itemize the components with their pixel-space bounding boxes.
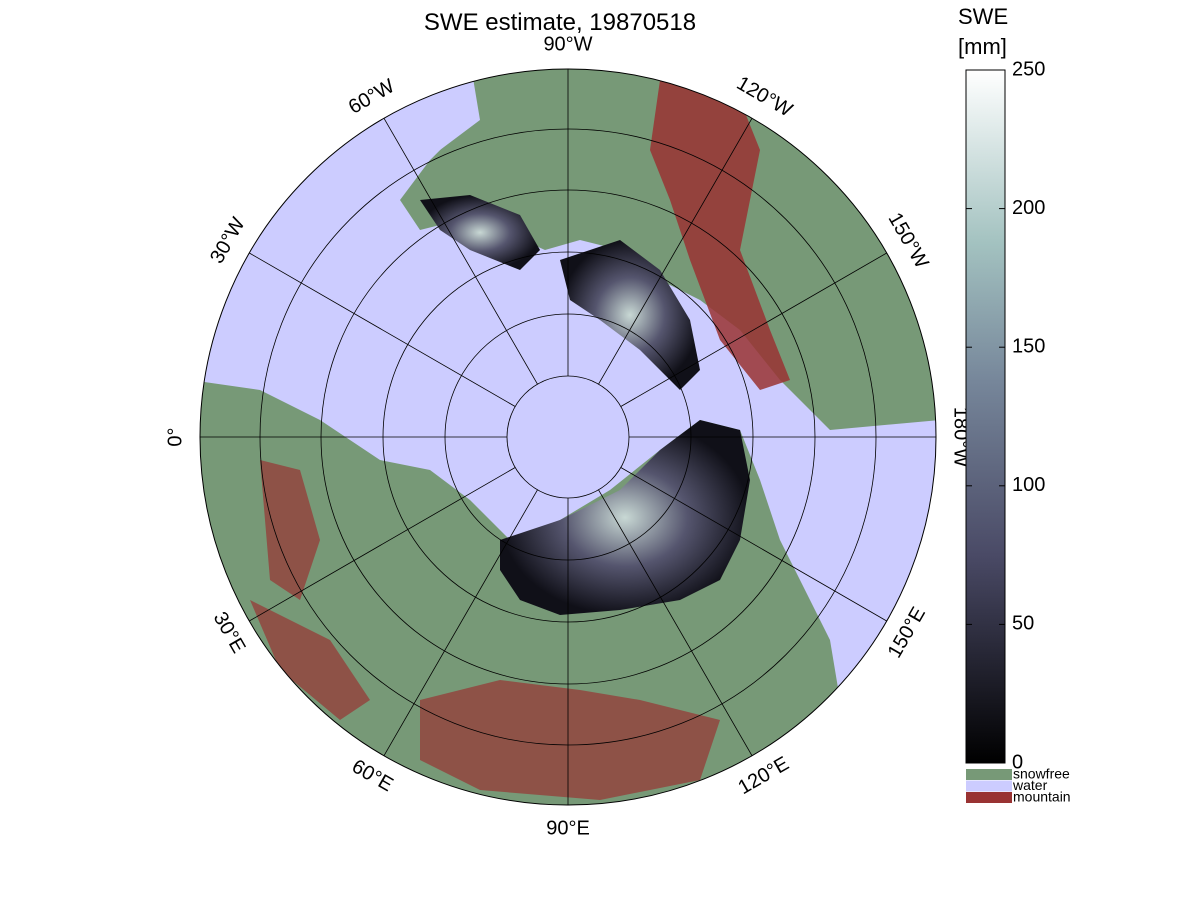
legend-swatch bbox=[966, 780, 1012, 792]
meridian-label: 30°W bbox=[206, 214, 250, 268]
meridian-line bbox=[383, 118, 538, 385]
meridian-label: 90°E bbox=[546, 817, 590, 839]
legend-label: water bbox=[1012, 777, 1048, 793]
meridian-label: 90°W bbox=[543, 33, 592, 55]
map-title: SWE estimate, 19870518 bbox=[424, 9, 696, 36]
meridian-label: 60°W bbox=[345, 75, 399, 119]
map-disc bbox=[200, 69, 936, 805]
meridian-label: 30°E bbox=[209, 608, 250, 657]
colorbar-unit: [mm] bbox=[958, 34, 1007, 59]
meridian-line bbox=[598, 489, 753, 756]
meridian-label: 60°E bbox=[348, 755, 397, 796]
colorbar-tick-label: 250 bbox=[1012, 58, 1045, 80]
legend-swatch bbox=[966, 792, 1012, 803]
meridian-line bbox=[383, 489, 538, 756]
legend-label: mountain bbox=[1013, 789, 1071, 805]
colorbar-tick-label: 200 bbox=[1012, 197, 1045, 219]
meridian-line bbox=[249, 467, 516, 622]
meridian-line bbox=[249, 252, 516, 407]
colorbar-tick-label: 100 bbox=[1012, 474, 1045, 496]
map-border bbox=[199, 68, 937, 806]
colorbar bbox=[965, 69, 1006, 764]
legend-swatch bbox=[966, 769, 1012, 780]
colorbar-tick-label: 150 bbox=[1012, 335, 1045, 357]
colorbar-ticks: 0 50 100 150 200 250 bbox=[966, 58, 1045, 773]
meridian-line bbox=[620, 467, 887, 622]
colorbar-tick-label: 50 bbox=[1012, 613, 1034, 635]
legend-label: snowfree bbox=[1013, 766, 1070, 782]
colorbar-tick-label: 0 bbox=[1012, 751, 1023, 773]
meridian-line bbox=[620, 252, 887, 407]
meridian-label: 0° bbox=[164, 427, 186, 446]
colorbar-title: SWE bbox=[958, 4, 1008, 29]
meridian-line bbox=[598, 118, 753, 385]
